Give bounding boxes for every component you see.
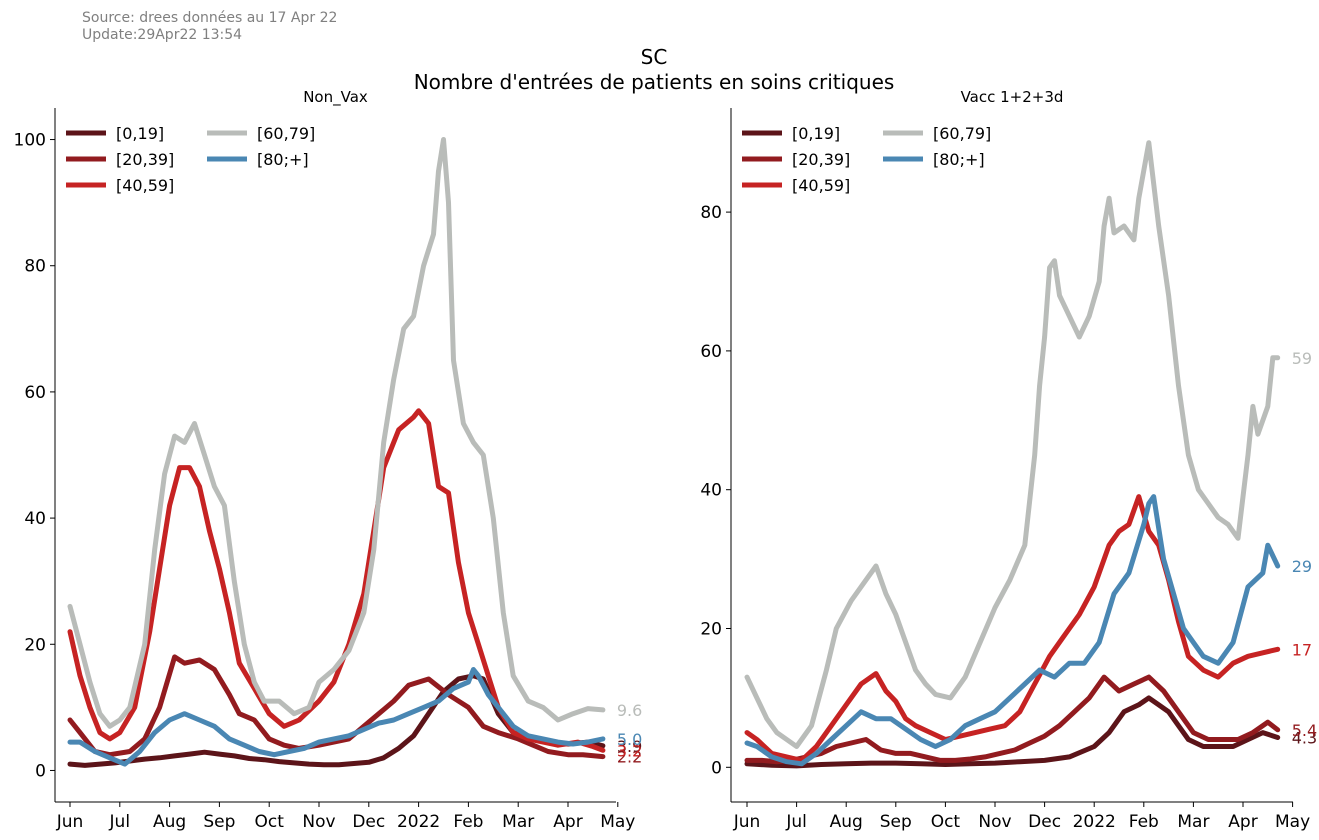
x-tick-label: Nov	[302, 812, 335, 832]
x-tick-label: Feb	[453, 812, 483, 832]
end-value-label: 17	[1292, 640, 1312, 659]
x-tick-label: Nov	[978, 812, 1011, 832]
end-value-label: 59	[1292, 349, 1312, 368]
x-tick-label: Jul	[109, 812, 131, 832]
series-line-1	[67, 654, 606, 760]
series-line-4	[744, 494, 1281, 767]
update-note: Update:29Apr22 13:54	[82, 27, 243, 43]
y-tick-label: 0	[35, 761, 46, 781]
x-tick-label: Sep	[880, 812, 912, 832]
x-tick-label: 2022	[397, 812, 440, 832]
series-line-0	[744, 695, 1281, 769]
x-tick-label: Apr	[1228, 812, 1257, 832]
end-value-label: 3.9	[617, 737, 642, 756]
figure-subtitle: Nombre d'entrées de patients en soins cr…	[414, 70, 895, 94]
x-tick-label: Jun	[733, 812, 761, 832]
x-tick-label: May	[1275, 812, 1310, 832]
end-value-label: 5.4	[1292, 721, 1317, 740]
y-tick-label: 20	[24, 635, 46, 655]
x-tick-label: Apr	[553, 812, 582, 832]
x-tick-label: May	[600, 812, 635, 832]
legend-label: [60,79]	[257, 124, 315, 143]
x-tick-label: 2022	[1073, 812, 1116, 832]
y-tick-label: 40	[24, 509, 46, 529]
series-line-4	[67, 667, 606, 767]
y-tick-label: 0	[711, 758, 722, 778]
end-value-label: 29	[1292, 557, 1312, 576]
source-note: Source: drees données au 17 Apr 22	[82, 10, 338, 26]
series-line-2	[744, 494, 1281, 763]
panel-non-vax: Non_Vax 0 20 40 60 80 100 Jun Jul Aug Sep Oct Nov Dec…	[14, 88, 643, 832]
panel-vacc: Vacc 1+2+3d 0 20 40 60 80 Jun Jul Aug Sep Oct Nov De…	[700, 88, 1317, 832]
figure-title: SC	[641, 45, 668, 69]
legend-label: [40,59]	[792, 176, 850, 195]
legend-label: [20,39]	[116, 150, 174, 169]
end-value-label: 5.0	[617, 730, 642, 749]
y-tick-label: 80	[700, 203, 722, 223]
x-tick-label: Feb	[1129, 812, 1159, 832]
x-tick-label: Aug	[830, 812, 863, 832]
x-tick-label: Jul	[785, 812, 807, 832]
legend-label: [20,39]	[792, 150, 850, 169]
panel-title: Vacc 1+2+3d	[961, 88, 1064, 106]
y-tick-label: 40	[700, 481, 722, 501]
series-line-0	[67, 673, 606, 768]
x-tick-label: Aug	[153, 812, 186, 832]
y-tick-label: 20	[700, 620, 722, 640]
legend-label: [80;+]	[257, 150, 309, 169]
legend-label: [0,19]	[116, 124, 164, 143]
series-line-2	[67, 408, 606, 753]
y-tick-label: 100	[14, 131, 46, 151]
x-tick-label: Dec	[1028, 812, 1061, 832]
panel-title: Non_Vax	[303, 88, 368, 107]
end-value-label: 4.3	[1292, 728, 1317, 747]
x-tick-label: Mar	[502, 812, 534, 832]
y-tick-label: 60	[24, 383, 46, 403]
end-value-label: 3.2	[617, 741, 642, 760]
x-tick-label: Oct	[931, 812, 961, 832]
legend-label: [60,79]	[933, 124, 991, 143]
series-line-3	[744, 140, 1281, 749]
legend-label: [40,59]	[116, 176, 174, 195]
x-tick-label: Oct	[254, 812, 284, 832]
y-tick-label: 60	[700, 342, 722, 362]
end-value-label: 9.6	[617, 701, 642, 720]
x-tick-label: Jun	[56, 812, 84, 832]
series-line-1	[744, 674, 1281, 765]
legend-label: [0,19]	[792, 124, 840, 143]
y-tick-label: 80	[24, 257, 46, 277]
x-tick-label: Mar	[1177, 812, 1209, 832]
x-tick-label: Dec	[352, 812, 385, 832]
x-tick-label: Sep	[203, 812, 235, 832]
end-value-label: 2.2	[617, 748, 642, 767]
legend-label: [80;+]	[933, 150, 985, 169]
series-line-3	[67, 137, 606, 729]
